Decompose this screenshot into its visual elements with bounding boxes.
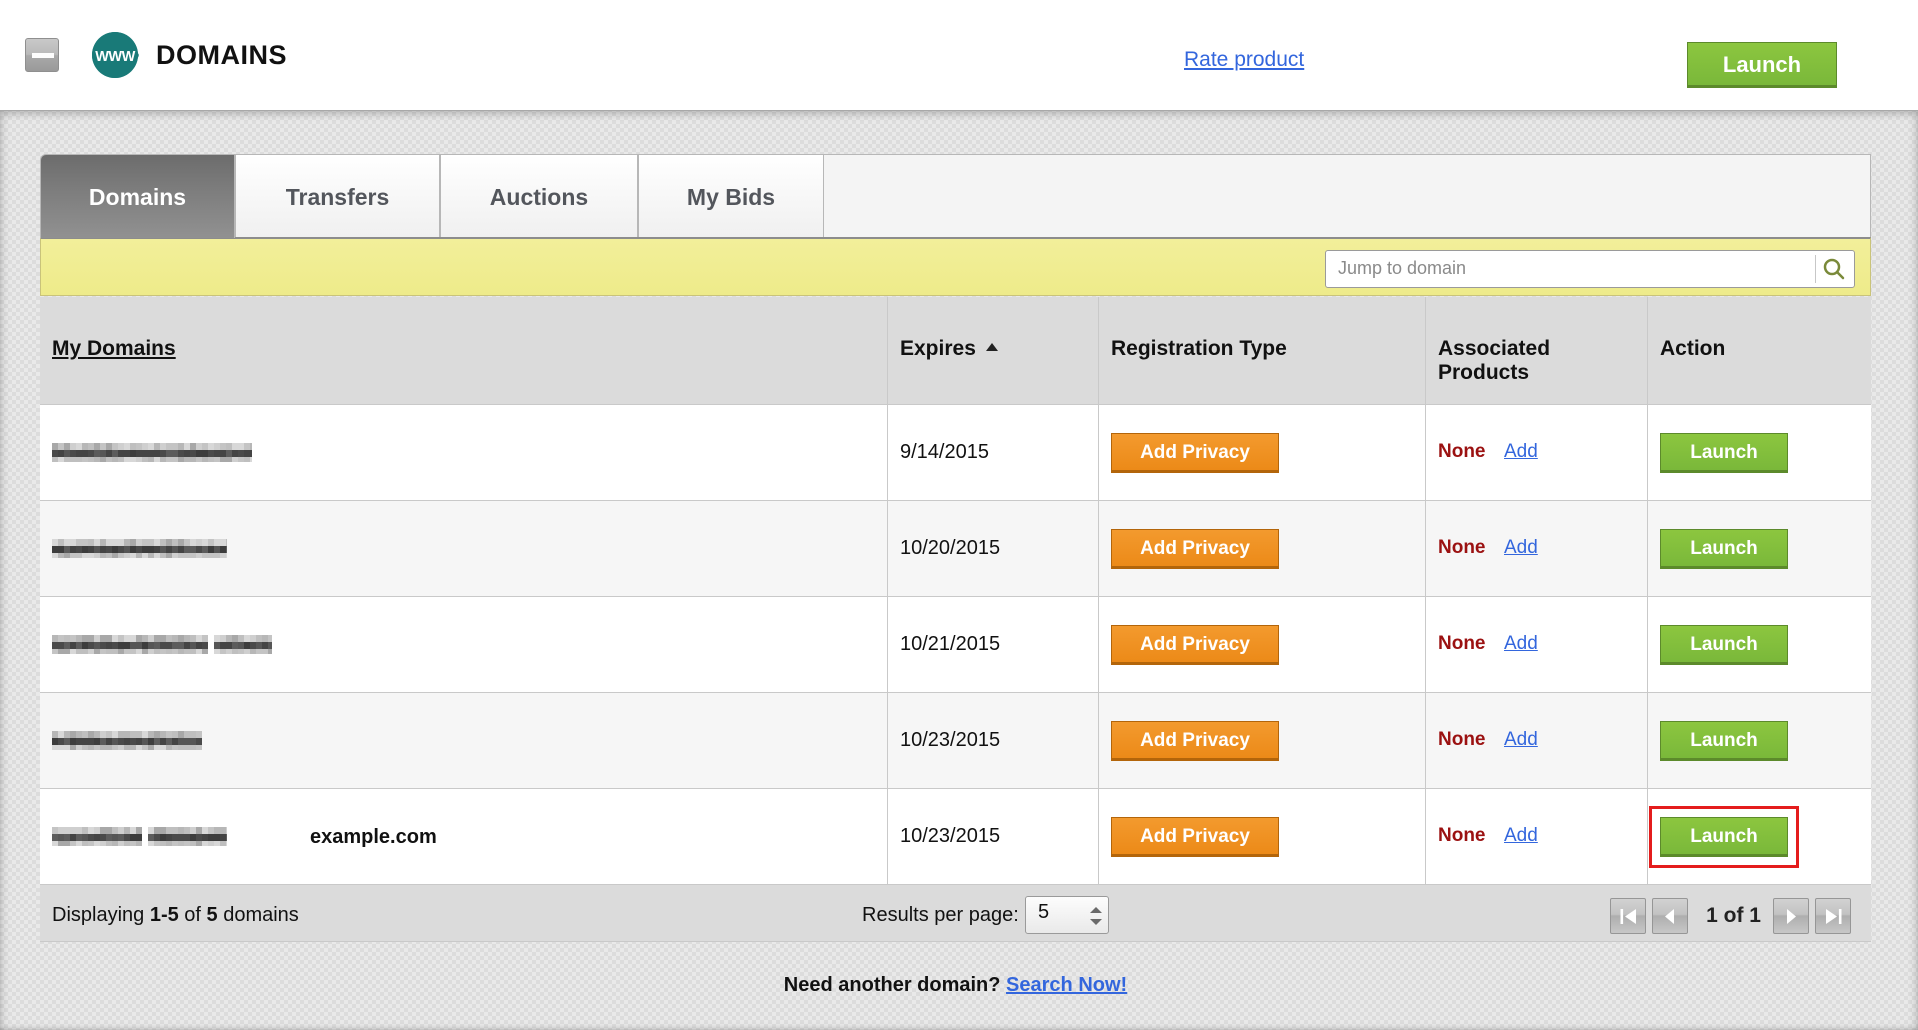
svg-text:WWW: WWW	[95, 49, 135, 65]
